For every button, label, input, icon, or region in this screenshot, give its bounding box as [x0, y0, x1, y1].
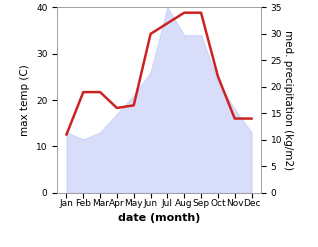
Y-axis label: med. precipitation (kg/m2): med. precipitation (kg/m2): [283, 30, 293, 170]
Y-axis label: max temp (C): max temp (C): [20, 64, 31, 136]
X-axis label: date (month): date (month): [118, 213, 200, 224]
